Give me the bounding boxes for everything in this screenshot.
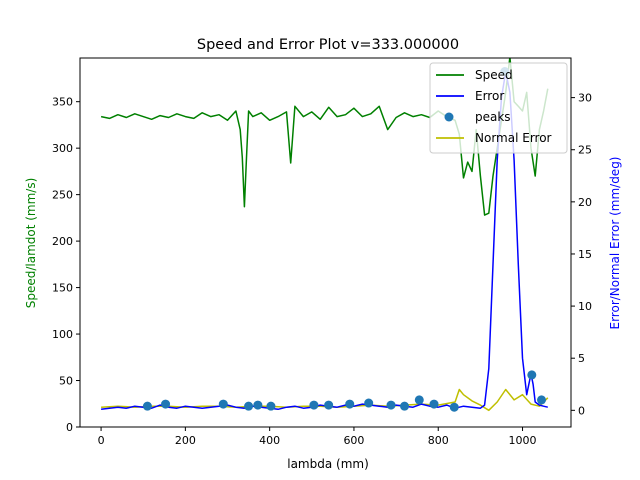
legend-entry: Normal Error — [436, 131, 552, 145]
peak-point — [449, 402, 459, 412]
peak-point — [414, 395, 424, 405]
peak-point — [266, 401, 276, 411]
x-tick-label: 400 — [259, 434, 280, 447]
peak-point — [429, 399, 439, 409]
peak-point — [400, 401, 410, 411]
left-y-tick-label: 150 — [52, 282, 73, 295]
left-y-tick-label: 300 — [52, 142, 73, 155]
legend-box — [429, 62, 568, 154]
left-y-tick-label: 0 — [66, 421, 73, 434]
legend-marker — [444, 112, 454, 122]
chart-title: Speed and Error Plot v=333.000000 — [197, 37, 459, 53]
legend-entry: Speed — [436, 68, 513, 82]
legend-label: Normal Error — [475, 131, 552, 145]
left-y-axis-label: Speed/lamdot (mm/s) — [24, 178, 38, 309]
left-y-tick-label: 50 — [59, 375, 73, 388]
legend-label: peaks — [475, 110, 511, 124]
peak-point — [244, 401, 254, 411]
peak-point — [142, 401, 152, 411]
right-y-tick-label: 5 — [578, 352, 585, 365]
left-y-tick-label: 350 — [52, 96, 73, 109]
right-y-tick-label: 25 — [578, 144, 592, 157]
legend-label: Speed — [475, 68, 513, 82]
peak-point — [386, 400, 396, 410]
axes-frame — [79, 57, 572, 428]
peak-point — [218, 399, 228, 409]
peak-point — [536, 395, 546, 405]
left-y-tick-label: 100 — [52, 328, 73, 341]
x-axis-label: lambda (mm) — [287, 457, 369, 471]
peak-point — [364, 398, 374, 408]
plot-area — [100, 58, 549, 412]
right-y-tick-label: 15 — [578, 248, 592, 261]
x-tick-label: 1000 — [509, 434, 537, 447]
left-y-tick-label: 200 — [52, 235, 73, 248]
right-y-tick-label: 20 — [578, 196, 592, 209]
axes-ticks: 0 200 400 600 800 1000 0 50 100 150 200 250 300 350 0 5… — [52, 92, 592, 447]
series-peaks — [142, 67, 546, 412]
right-y-tick-label: 30 — [578, 92, 592, 105]
right-y-tick-label: 0 — [578, 404, 585, 417]
peak-point — [309, 400, 319, 410]
peak-point — [161, 399, 171, 409]
legend-entry: Error — [436, 89, 504, 103]
legend: Speed Error peaks Normal Error — [429, 62, 568, 154]
legend-entry: peaks — [444, 110, 511, 124]
peak-point — [324, 400, 334, 410]
x-tick-label: 600 — [343, 434, 364, 447]
right-y-tick-label: 10 — [578, 300, 592, 313]
x-tick-label: 800 — [428, 434, 449, 447]
left-y-tick-label: 250 — [52, 189, 73, 202]
peak-point — [253, 400, 263, 410]
legend-label: Error — [475, 89, 504, 103]
x-tick-label: 0 — [98, 434, 105, 447]
peak-point — [527, 370, 537, 380]
right-y-axis-label: Error/Normal Error (mm/deg) — [608, 157, 622, 330]
peak-point — [345, 399, 355, 409]
x-tick-label: 200 — [175, 434, 196, 447]
